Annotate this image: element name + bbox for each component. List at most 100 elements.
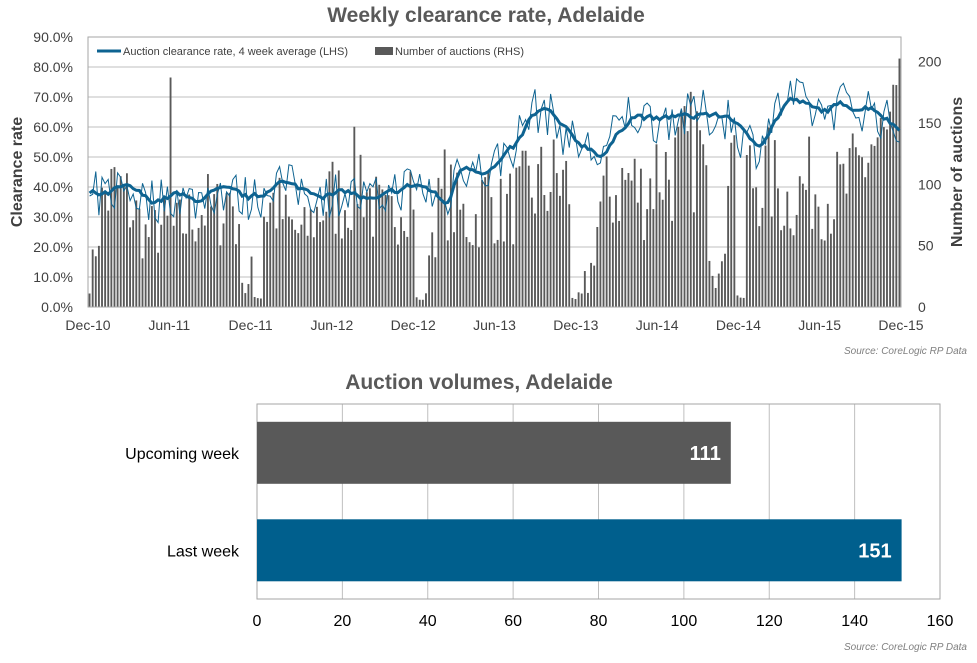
volumes-chart: Auction volumes, Adelaide Upcoming week 1… xyxy=(125,371,967,653)
auction-bar xyxy=(720,261,723,307)
auction-bar xyxy=(864,177,867,307)
auction-bar xyxy=(527,165,530,307)
auction-bar xyxy=(671,220,673,307)
auction-bar xyxy=(668,179,670,307)
auction-bar xyxy=(730,142,733,307)
left-axis-ticks: 0.0% 10.0% 20.0% 30.0% 40.0% 50.0% 60.0% 70.0% 8… xyxy=(33,29,73,315)
auction-bar xyxy=(708,260,711,307)
auction-bar xyxy=(786,191,789,307)
auction-bar xyxy=(587,292,589,307)
auction-bar xyxy=(593,265,596,307)
auction-bar xyxy=(309,209,312,307)
auction-bar xyxy=(861,157,863,307)
x-tick-label: Jun-15 xyxy=(798,317,841,333)
auction-bar xyxy=(658,192,661,307)
auction-bar xyxy=(219,245,222,307)
auction-bar xyxy=(717,273,720,307)
auction-bar xyxy=(253,297,256,307)
auction-bar xyxy=(655,144,658,307)
auction-bar xyxy=(826,203,829,307)
legend-bar-swatch xyxy=(375,47,393,55)
y-tick-label-left: 0.0% xyxy=(41,299,73,315)
auction-bar xyxy=(225,193,228,307)
x-tick-label: Jun-12 xyxy=(310,317,353,333)
auction-bar xyxy=(178,199,181,307)
auction-bar xyxy=(397,244,399,307)
auction-bar xyxy=(777,188,779,307)
auction-bar xyxy=(319,222,321,307)
y-tick-label-left: 90.0% xyxy=(33,29,73,45)
auction-bar xyxy=(509,173,512,307)
y-tick-label-right: 100 xyxy=(918,176,942,192)
auction-bars xyxy=(88,58,901,308)
auction-bar xyxy=(334,233,337,307)
auction-bar xyxy=(110,168,113,307)
auction-bar xyxy=(664,151,667,307)
y-axis-title-right: Number of auctions xyxy=(949,97,966,247)
auction-bar xyxy=(263,216,265,307)
auction-bar xyxy=(624,179,627,307)
auction-bar xyxy=(425,293,427,307)
auction-bar xyxy=(515,167,518,307)
auction-bar xyxy=(449,164,452,307)
auction-bar xyxy=(661,199,664,307)
auction-bar xyxy=(805,189,807,307)
auction-bar xyxy=(639,168,642,307)
auction-bar xyxy=(400,217,402,307)
auction-bar xyxy=(596,226,599,307)
y-tick-label-left: 40.0% xyxy=(33,179,73,195)
auction-bar xyxy=(412,209,415,307)
auction-bar xyxy=(608,196,611,307)
auction-bar xyxy=(372,236,374,307)
auction-bar xyxy=(811,228,814,307)
auction-bar xyxy=(453,232,455,307)
auction-bar xyxy=(194,241,197,307)
auction-bar xyxy=(421,299,424,307)
auction-bar xyxy=(630,180,633,307)
x-tick-label: Jun-13 xyxy=(473,317,516,333)
auction-bar xyxy=(677,126,680,307)
auction-bar xyxy=(200,215,203,307)
auction-bar xyxy=(365,192,368,307)
y-tick-label-right: 0 xyxy=(918,299,926,315)
auction-bar xyxy=(185,233,188,307)
auction-bar xyxy=(104,192,107,307)
legend: Auction clearance rate, 4 week average (… xyxy=(97,46,524,58)
y-tick-label-left: 10.0% xyxy=(33,269,73,285)
auction-bar xyxy=(583,271,586,307)
auction-bar xyxy=(235,244,237,307)
category-label: Last week xyxy=(167,543,240,560)
auction-bar xyxy=(126,173,128,307)
y-tick-label-right: 150 xyxy=(918,115,942,131)
x-tick-label: Dec-10 xyxy=(65,317,110,333)
auction-bar xyxy=(739,297,742,307)
clearance-lines xyxy=(88,77,901,224)
auction-bar xyxy=(107,210,110,307)
auction-bar xyxy=(487,171,490,307)
auction-bar xyxy=(696,111,698,307)
auction-bar xyxy=(390,196,393,307)
auction-bar xyxy=(331,161,334,307)
x-tick-label: Jun-11 xyxy=(148,317,190,333)
auction-bar xyxy=(160,224,163,307)
auction-bar xyxy=(823,240,826,307)
auction-bar xyxy=(456,172,459,307)
auction-bar xyxy=(499,178,502,307)
auction-bar xyxy=(558,195,561,307)
category-label: Upcoming week xyxy=(125,446,240,463)
y-tick-label-right: 50 xyxy=(918,238,934,254)
auction-bar xyxy=(141,258,144,307)
auction-bar xyxy=(446,240,449,307)
auction-bar xyxy=(213,194,216,307)
x-axis-ticks-2: 0 20 40 60 80 100 120 140 160 xyxy=(253,613,954,630)
y-axis-title-left: Clearance rate xyxy=(9,117,26,227)
auction-bar xyxy=(116,186,119,307)
auction-bar xyxy=(683,106,686,307)
auction-bar xyxy=(580,293,583,307)
auction-bar xyxy=(481,180,483,307)
y-tick-label-left: 70.0% xyxy=(33,89,73,105)
auction-bar xyxy=(636,202,639,307)
y-tick-label-right: 200 xyxy=(918,54,942,70)
source-note: Source: CoreLogic RP Data xyxy=(844,346,967,357)
auction-bar xyxy=(459,209,462,307)
